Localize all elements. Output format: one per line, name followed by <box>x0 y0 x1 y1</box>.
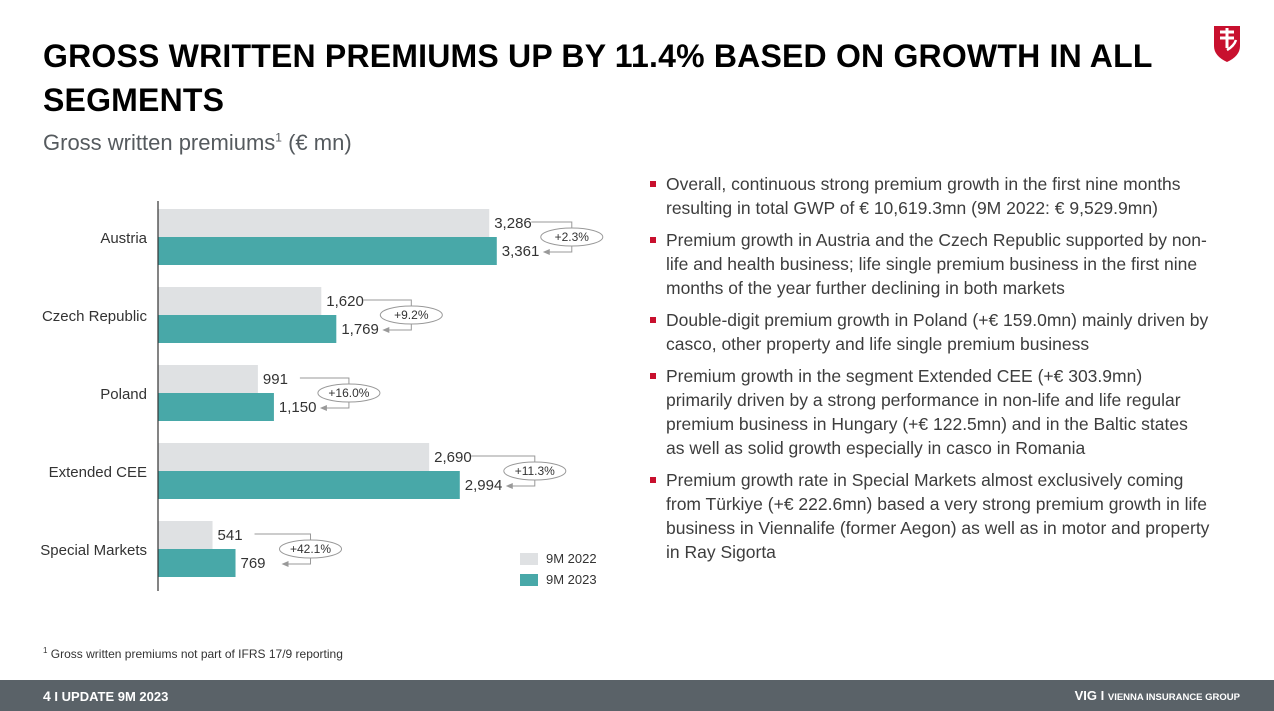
value-label-2022: 2,690 <box>434 449 472 466</box>
growth-connector <box>548 244 573 253</box>
value-label-2022: 1,620 <box>326 293 364 310</box>
legend-item-2023: 9M 2023 <box>520 569 597 590</box>
category-label: Czech Republic <box>42 308 148 325</box>
bullet-item: Overall, continuous strong premium growt… <box>650 172 1210 220</box>
growth-arrow-icon <box>319 405 327 411</box>
category-label: Special Markets <box>40 542 147 559</box>
footer-label: UPDATE 9M 2023 <box>61 689 169 704</box>
footer-bar: 4 I UPDATE 9M 2023 VIG I VIENNA INSURANC… <box>0 680 1274 711</box>
growth-label: +11.3% <box>515 464 555 478</box>
growth-label: +9.2% <box>394 308 429 322</box>
bullet-marker-icon <box>650 373 656 379</box>
growth-arrow-icon <box>542 249 550 255</box>
bar-2023 <box>158 237 497 265</box>
growth-arrow-icon <box>281 561 289 567</box>
growth-badge <box>540 227 604 247</box>
bullet-item: Premium growth rate in Special Markets a… <box>650 468 1210 564</box>
growth-connector <box>325 400 350 409</box>
bar-2022 <box>158 521 213 549</box>
value-label-2022: 991 <box>263 371 288 388</box>
legend-label-2023: 9M 2023 <box>546 572 597 587</box>
legend-label-2022: 9M 2022 <box>546 551 597 566</box>
bullet-marker-icon <box>650 477 656 483</box>
premiums-bar-chart: Austria 3,286 3,361 +2.3% Czech Republic 1,62… <box>40 201 604 591</box>
chart-subtitle: Gross written premiums1 (€ mn) <box>43 130 352 155</box>
commentary-bullets: Overall, continuous strong premium growt… <box>650 172 1210 572</box>
value-label-2022: 541 <box>218 527 243 544</box>
growth-label: +42.1% <box>290 542 331 556</box>
chart-legend: 9M 2022 9M 2023 <box>520 548 597 590</box>
growth-arrow-icon <box>382 327 390 333</box>
value-label-2022: 3,286 <box>494 215 532 232</box>
category-label: Austria <box>100 230 147 247</box>
growth-badge <box>317 383 381 403</box>
page-number: 4 <box>43 688 51 704</box>
legend-swatch-2022 <box>520 552 538 565</box>
bar-2023 <box>158 315 337 343</box>
growth-connector <box>471 455 536 462</box>
value-label-2023: 1,769 <box>341 321 379 338</box>
footnote: 1 Gross written premiums not part of IFR… <box>43 646 343 661</box>
value-label-2023: 1,150 <box>279 399 317 416</box>
footer-brand: VIG I VIENNA INSURANCE GROUP <box>1074 688 1240 703</box>
bar-2023 <box>158 471 460 499</box>
bullet-item: Premium growth in the segment Extended C… <box>650 364 1210 460</box>
bullet-marker-icon <box>650 181 656 187</box>
legend-item-2022: 9M 2022 <box>520 548 597 569</box>
category-label: Poland <box>100 386 147 403</box>
bar-2023 <box>158 393 274 421</box>
growth-connector <box>511 478 536 487</box>
growth-connector <box>254 533 312 540</box>
bar-2022 <box>158 209 490 237</box>
value-label-2023: 2,994 <box>465 477 503 494</box>
bar-2022 <box>158 287 322 315</box>
bullet-item: Premium growth in Austria and the Czech … <box>650 228 1210 300</box>
value-label-2023: 3,361 <box>502 243 540 260</box>
vig-logo-icon <box>1214 26 1240 62</box>
growth-connector <box>299 377 350 384</box>
growth-connector <box>363 299 412 306</box>
growth-connector <box>531 221 573 228</box>
category-label: Extended CEE <box>49 464 147 481</box>
bar-2023 <box>158 549 236 577</box>
bullet-item: Double-digit premium growth in Poland (+… <box>650 308 1210 356</box>
footer-brand-full: VIENNA INSURANCE GROUP <box>1107 692 1240 703</box>
growth-arrow-icon <box>505 483 513 489</box>
growth-connector <box>287 556 312 565</box>
growth-badge <box>503 461 567 481</box>
footer-brand-short: VIG <box>1074 688 1098 703</box>
bar-2022 <box>158 443 430 471</box>
growth-label: +2.3% <box>555 230 590 244</box>
growth-badge <box>379 305 443 325</box>
bullet-marker-icon <box>650 237 656 243</box>
legend-swatch-2023 <box>520 573 538 586</box>
value-label-2023: 769 <box>241 555 266 572</box>
bullet-marker-icon <box>650 317 656 323</box>
footer-page-info: 4 I UPDATE 9M 2023 <box>43 688 169 704</box>
page-title: GROSS WRITTEN PREMIUMS UP BY 11.4% BASED… <box>43 38 1153 118</box>
bar-2022 <box>158 365 258 393</box>
growth-label: +16.0% <box>328 386 369 400</box>
growth-badge <box>279 539 343 559</box>
growth-connector <box>388 322 412 331</box>
